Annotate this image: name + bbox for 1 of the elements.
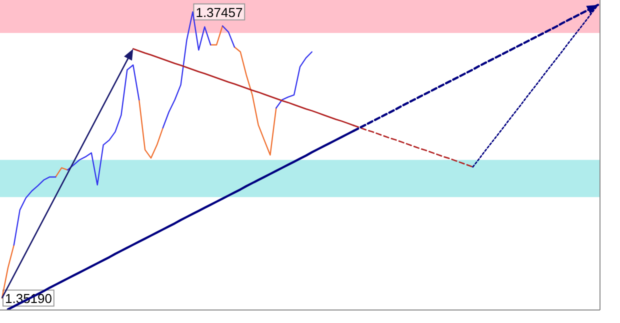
annotation: 1.37457 — [196, 4, 243, 20]
